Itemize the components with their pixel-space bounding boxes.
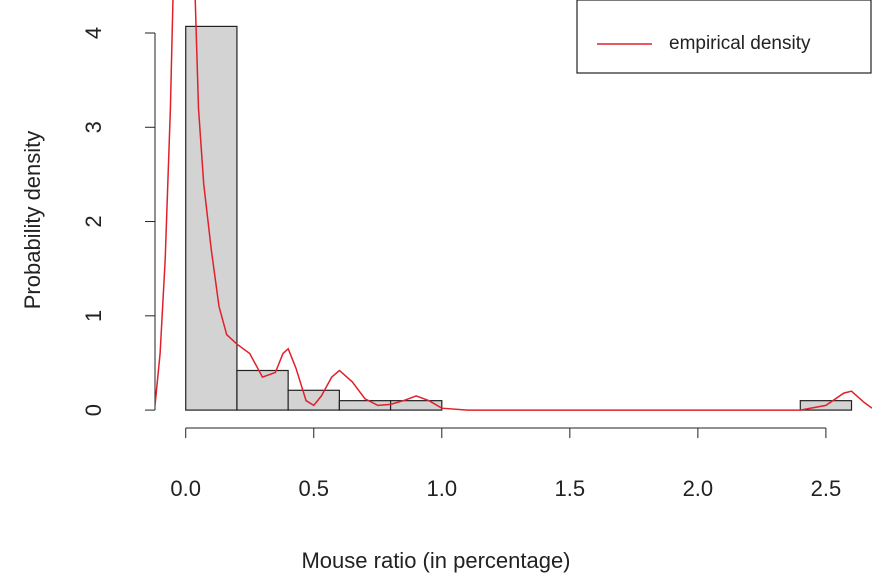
y-tick-label: 0 [81,404,106,416]
y-tick-label: 1 [81,310,106,322]
y-tick-label: 2 [81,215,106,227]
density-line [155,0,872,411]
x-tick-label: 2.0 [683,476,714,501]
bar [287,389,340,411]
plot-area [155,0,872,411]
x-tick-label: 1.0 [427,476,458,501]
y-tick-label: 3 [81,121,106,133]
bar [389,400,443,411]
x-axis-label: Mouse ratio (in percentage) [301,548,570,573]
x-tick-label: 1.5 [555,476,586,501]
legend-label: empirical density [669,33,811,54]
y-tick-label: 4 [81,27,106,39]
x-tick-label: 2.5 [811,476,842,501]
y-axis-label: Probability density [20,131,45,310]
bar [185,25,238,411]
legend-box [576,0,872,74]
x-tick-label: 0.5 [298,476,329,501]
x-tick-label: 0.0 [170,476,201,501]
